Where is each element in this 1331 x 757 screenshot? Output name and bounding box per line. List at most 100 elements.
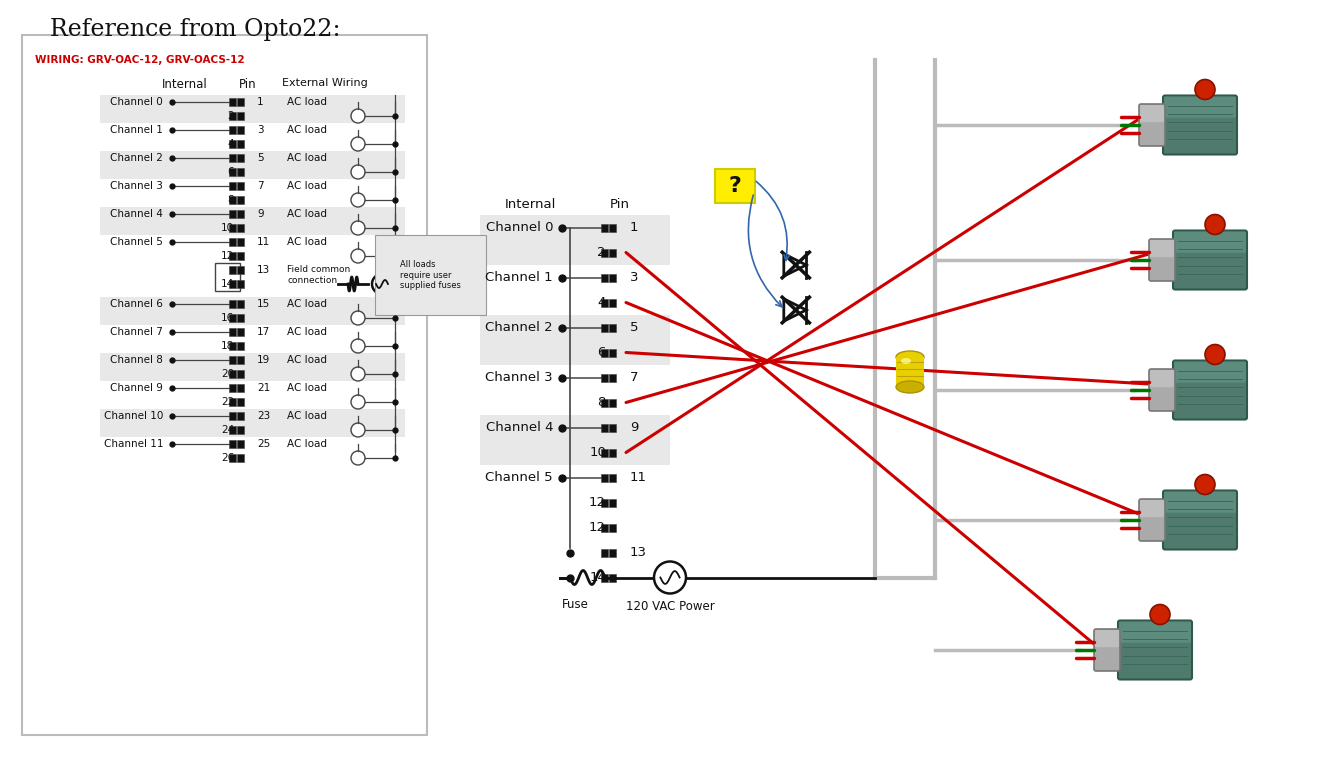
Text: Channel 4: Channel 4 bbox=[110, 209, 162, 219]
Bar bbox=[610, 549, 616, 556]
Bar bbox=[610, 524, 616, 531]
Text: Channel 6: Channel 6 bbox=[110, 299, 162, 309]
Text: Channel 2: Channel 2 bbox=[110, 153, 162, 163]
Circle shape bbox=[351, 193, 365, 207]
Bar bbox=[229, 356, 236, 364]
Circle shape bbox=[351, 395, 365, 409]
Bar bbox=[237, 356, 244, 364]
Text: 8: 8 bbox=[598, 396, 606, 409]
FancyBboxPatch shape bbox=[1139, 105, 1165, 122]
FancyBboxPatch shape bbox=[1174, 232, 1246, 253]
FancyBboxPatch shape bbox=[1163, 491, 1236, 550]
Circle shape bbox=[1205, 344, 1225, 365]
Text: Channel 9: Channel 9 bbox=[110, 383, 162, 393]
Text: 12: 12 bbox=[590, 496, 606, 509]
Text: AC load: AC load bbox=[287, 97, 327, 107]
Text: Pin: Pin bbox=[610, 198, 630, 211]
Text: 22: 22 bbox=[221, 397, 234, 407]
Text: Channel 0: Channel 0 bbox=[110, 97, 162, 107]
Bar bbox=[896, 357, 924, 387]
Bar bbox=[237, 398, 244, 406]
Bar bbox=[610, 499, 616, 506]
Bar bbox=[229, 252, 236, 260]
Bar bbox=[602, 549, 608, 556]
Text: 4: 4 bbox=[228, 139, 234, 149]
FancyBboxPatch shape bbox=[1139, 104, 1165, 146]
Text: 13: 13 bbox=[257, 265, 270, 275]
Bar bbox=[602, 398, 608, 407]
Bar bbox=[237, 412, 244, 420]
Text: 25: 25 bbox=[257, 439, 270, 449]
Text: Internal: Internal bbox=[504, 198, 555, 211]
Text: 16: 16 bbox=[221, 313, 234, 323]
Text: Internal: Internal bbox=[162, 78, 208, 91]
Ellipse shape bbox=[896, 351, 924, 363]
Bar bbox=[610, 298, 616, 307]
Bar bbox=[602, 348, 608, 357]
Text: AC load: AC load bbox=[287, 327, 327, 337]
Text: 18: 18 bbox=[221, 341, 234, 351]
Bar bbox=[229, 98, 236, 106]
Bar bbox=[237, 266, 244, 274]
Bar bbox=[610, 473, 616, 481]
FancyBboxPatch shape bbox=[1139, 499, 1165, 541]
Bar bbox=[610, 398, 616, 407]
Text: Channel 5: Channel 5 bbox=[110, 237, 162, 247]
Bar bbox=[100, 151, 405, 179]
Bar bbox=[610, 273, 616, 282]
Bar bbox=[602, 448, 608, 456]
Text: 2: 2 bbox=[598, 246, 606, 259]
Text: 3: 3 bbox=[257, 125, 264, 135]
Bar bbox=[237, 328, 244, 336]
Bar bbox=[610, 323, 616, 332]
Bar bbox=[229, 384, 236, 392]
Circle shape bbox=[371, 274, 393, 294]
Bar bbox=[610, 223, 616, 232]
Circle shape bbox=[1195, 79, 1215, 99]
Bar bbox=[610, 248, 616, 257]
Text: Fuse: Fuse bbox=[562, 597, 588, 610]
Bar bbox=[229, 412, 236, 420]
Bar bbox=[237, 196, 244, 204]
Bar bbox=[602, 574, 608, 581]
Text: Pin: Pin bbox=[240, 78, 257, 91]
Text: 9: 9 bbox=[257, 209, 264, 219]
FancyBboxPatch shape bbox=[1165, 491, 1236, 512]
Text: Channel 3: Channel 3 bbox=[110, 181, 162, 191]
Bar bbox=[237, 370, 244, 378]
Text: Channel 11: Channel 11 bbox=[104, 439, 162, 449]
Text: AC load: AC load bbox=[287, 181, 327, 191]
Bar bbox=[237, 454, 244, 462]
FancyBboxPatch shape bbox=[1163, 95, 1236, 154]
Circle shape bbox=[351, 137, 365, 151]
Bar bbox=[229, 196, 236, 204]
Bar bbox=[610, 348, 616, 357]
Text: 3: 3 bbox=[630, 271, 639, 284]
Circle shape bbox=[351, 311, 365, 325]
Bar bbox=[229, 342, 236, 350]
Text: 24: 24 bbox=[221, 425, 234, 435]
Bar bbox=[229, 426, 236, 434]
Text: 8: 8 bbox=[228, 195, 234, 205]
Bar bbox=[229, 440, 236, 448]
Circle shape bbox=[351, 423, 365, 437]
Text: Channel 4: Channel 4 bbox=[486, 421, 552, 434]
FancyBboxPatch shape bbox=[23, 35, 427, 735]
Text: Channel 7: Channel 7 bbox=[110, 327, 162, 337]
Circle shape bbox=[1205, 214, 1225, 235]
FancyBboxPatch shape bbox=[1173, 360, 1247, 419]
Bar bbox=[237, 126, 244, 134]
Bar bbox=[237, 98, 244, 106]
Text: 14: 14 bbox=[221, 279, 234, 289]
Text: Channel 2: Channel 2 bbox=[486, 321, 552, 334]
Text: Channel 1: Channel 1 bbox=[486, 271, 552, 284]
Bar bbox=[602, 499, 608, 506]
Text: 12: 12 bbox=[590, 521, 606, 534]
Bar bbox=[237, 210, 244, 218]
Text: 23: 23 bbox=[257, 411, 270, 421]
Text: 120 VAC Power: 120 VAC Power bbox=[626, 600, 715, 612]
Bar bbox=[237, 314, 244, 322]
Bar bbox=[100, 207, 405, 235]
FancyBboxPatch shape bbox=[1149, 239, 1175, 281]
Text: Channel 5: Channel 5 bbox=[486, 471, 552, 484]
